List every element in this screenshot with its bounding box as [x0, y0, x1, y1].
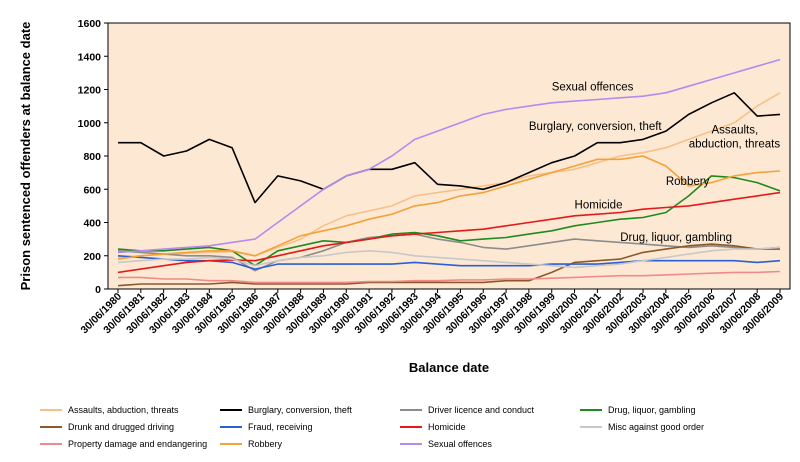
legend-item: Property damage and endangering — [40, 439, 207, 449]
legend-item: Drug, liquor, gambling — [580, 405, 696, 415]
legend-label: Burglary, conversion, theft — [248, 405, 352, 415]
series-line-5 — [117, 255, 781, 270]
legend-swatch — [220, 426, 242, 428]
legend-label: Misc against good order — [608, 422, 705, 432]
x-axis-title: Balance date — [409, 360, 489, 375]
annotation-label: Homicide — [575, 199, 623, 211]
series-line-1 — [118, 92, 781, 204]
annotation-layer: Sexual offences Burglary, conversion, the… — [529, 81, 780, 243]
legend-item: Sexual offences — [400, 439, 492, 449]
series-line-10 — [117, 58, 781, 254]
annotation-label: Sexual offences — [552, 81, 634, 93]
legend-swatch — [580, 426, 602, 428]
legend-label: Sexual offences — [428, 439, 492, 449]
annotation-label: Burglary, conversion, theft — [529, 121, 663, 133]
series-line-2 — [117, 233, 781, 272]
annotation-label: abduction, threats — [689, 139, 781, 151]
y-tick-label: 1000 — [78, 118, 102, 130]
legend-item: Assaults, abduction, threats — [40, 405, 179, 415]
line-chart: 0 200 400 600 800 1000 1200 1400 1600 30/06/1980… — [18, 18, 791, 375]
y-axis-title: Prison sentenced offenders at balance da… — [18, 22, 33, 291]
plot-area — [107, 22, 791, 290]
series-line-7 — [117, 246, 781, 269]
legend-label: Fraud, receiving — [248, 422, 313, 432]
series-line-6 — [117, 191, 781, 274]
legend-label: Robbery — [248, 439, 283, 449]
y-tick-label: 1200 — [78, 85, 102, 97]
legend-swatch — [400, 409, 422, 411]
y-tick-label: 200 — [83, 251, 101, 263]
annotation-label: Robbery — [666, 176, 710, 188]
series-line-8 — [118, 270, 781, 284]
legend-swatch — [400, 443, 422, 445]
legend-item: Drunk and drugged driving — [40, 422, 174, 432]
series-line-4 — [117, 243, 780, 287]
legend-swatch — [40, 443, 62, 445]
legend-label: Drug, liquor, gambling — [608, 405, 696, 415]
y-axis: 0 200 400 600 800 1000 1200 1400 1600 — [78, 18, 108, 296]
legend-swatch — [220, 443, 242, 445]
legend-swatch — [400, 426, 422, 428]
legend-swatch — [580, 409, 602, 411]
legend-swatch — [40, 426, 62, 428]
legend-item: Homicide — [400, 422, 466, 432]
y-tick-label: 1400 — [78, 51, 102, 63]
y-tick-label: 1600 — [78, 18, 102, 30]
annotation-label: Drug, liquor, gambling — [620, 232, 732, 244]
legend-item: Robbery — [220, 439, 282, 449]
series-layer — [117, 58, 781, 287]
legend-label: Assaults, abduction, threats — [68, 405, 179, 415]
y-tick-label: 400 — [83, 218, 101, 230]
series-line-0 — [117, 92, 781, 259]
legend-label: Homicide — [428, 422, 466, 432]
legend-item: Driver licence and conduct — [400, 405, 534, 415]
legend-label: Drunk and drugged driving — [68, 422, 175, 432]
legend-label: Driver licence and conduct — [428, 405, 535, 415]
annotation-label: Assaults, — [712, 125, 759, 137]
legend-swatch — [220, 409, 242, 411]
series-line-9 — [117, 155, 781, 260]
legend-item: Burglary, conversion, theft — [220, 405, 352, 415]
y-tick-label: 600 — [83, 184, 101, 196]
legend-item: Fraud, receiving — [220, 422, 313, 432]
x-axis: 30/06/198030/06/198130/06/198230/06/1983… — [78, 289, 786, 336]
y-tick-label: 800 — [83, 151, 101, 163]
y-tick-label: 0 — [95, 284, 101, 296]
legend-label: Property damage and endangering — [68, 439, 208, 449]
legend-swatch — [40, 409, 62, 411]
legend-item: Misc against good order — [580, 422, 704, 432]
